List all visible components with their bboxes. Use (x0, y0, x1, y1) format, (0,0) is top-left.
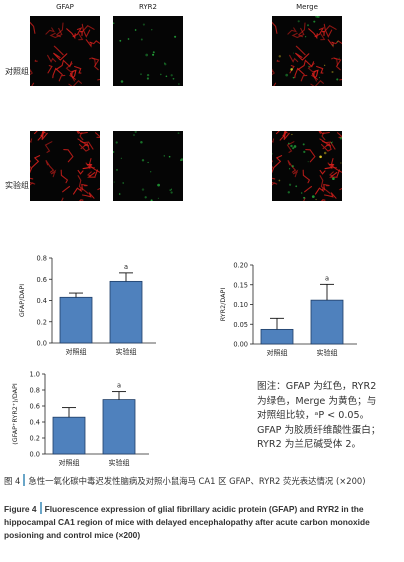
y-axis-label: GFAP/DAPI (18, 284, 26, 317)
y-tick-label: 0.00 (233, 341, 248, 349)
row-label-experiment: 实验组 (5, 181, 29, 190)
category-label: 对照组 (59, 458, 80, 467)
bar-2 (310, 299, 344, 345)
bar-chart-gfap-ryr2: 0.0 0.2 0.4 0.6 0.8 1.0 (GFAP⁺RYR2⁺)/DAPI 对照组 a 实… (11, 371, 149, 467)
caption-cn-text: 急性一氧化碳中毒迟发性脑病及对照小鼠海马 CA1 区 GFAP、RYR2 荧光表… (28, 476, 366, 486)
row-label-control: 对照组 (5, 67, 29, 76)
column-label-gfap: GFAP (56, 3, 74, 11)
bar-2 (102, 399, 136, 455)
y-tick-label: 0.8 (37, 255, 48, 263)
bar-2 (109, 280, 143, 344)
caption-separator (23, 474, 26, 486)
micrograph-control-gfap (30, 16, 100, 86)
bar-1 (260, 328, 294, 345)
y-tick-label: 0.4 (37, 297, 48, 305)
y-tick-label: 0.6 (30, 403, 41, 411)
y-tick-label: 0.4 (30, 419, 41, 427)
bar-chart-ryr2: 0.00 0.05 0.10 0.15 0.20 RYR2/DAPI 对照组 a 实验组 (219, 262, 357, 357)
caption-cn-label: 图 4 (4, 476, 21, 486)
significance-label: a (325, 274, 329, 282)
micrograph-control-merge (272, 16, 342, 86)
category-label: 对照组 (66, 347, 87, 356)
y-tick-label: 0.6 (37, 276, 48, 284)
column-label-merge: Merge (296, 3, 318, 11)
y-axis-label: RYR2/DAPI (219, 288, 227, 322)
category-label: 实验组 (317, 348, 338, 357)
caption-en-label: Figure 4 (4, 504, 37, 514)
micrograph-control-ryr2 (113, 16, 183, 86)
y-tick-label: 0.2 (30, 435, 41, 443)
micrograph-experiment-ryr2 (113, 131, 183, 201)
category-label: 实验组 (116, 347, 137, 356)
category-label: 对照组 (267, 348, 288, 357)
y-axis-label: (GFAP⁺RYR2⁺)/DAPI (11, 383, 19, 445)
y-tick-label: 0.2 (37, 318, 48, 326)
y-tick-label: 1.0 (30, 371, 41, 379)
column-label-ryr2: RYR2 (138, 3, 157, 11)
y-tick-label: 0.05 (233, 321, 248, 329)
micrograph-experiment-gfap (30, 131, 100, 201)
figure-note: 图注：GFAP 为红色，RYR2 为绿色，Merge 为黄色；与对照组比较，ᵃP… (257, 381, 381, 451)
bar-1 (52, 416, 86, 455)
caption-en-text: Fluorescence expression of glial fibrill… (4, 504, 370, 540)
figure-caption-chinese: 图 4 急性一氧化碳中毒迟发性脑病及对照小鼠海马 CA1 区 GFAP、RYR2 … (4, 474, 400, 488)
micrograph-experiment-merge (272, 131, 342, 201)
y-tick-label: 0.8 (30, 387, 41, 395)
y-tick-label: 0.0 (30, 451, 41, 459)
y-tick-label: 0.10 (233, 301, 248, 309)
y-tick-label: 0.20 (233, 262, 248, 270)
y-tick-label: 0.15 (233, 281, 248, 289)
bar-chart-gfap: 0.0 0.2 0.4 0.6 0.8 GFAP/DAPI 对照组 a 实验组 (18, 255, 156, 356)
figure-caption-english: Figure 4 Fluorescence expression of glial… (4, 502, 400, 542)
caption-separator-en (39, 502, 42, 514)
significance-label: a (124, 263, 128, 271)
bar-1 (59, 296, 93, 344)
significance-label: a (117, 382, 121, 390)
y-tick-label: 0.0 (37, 340, 48, 348)
category-label: 实验组 (109, 458, 130, 467)
